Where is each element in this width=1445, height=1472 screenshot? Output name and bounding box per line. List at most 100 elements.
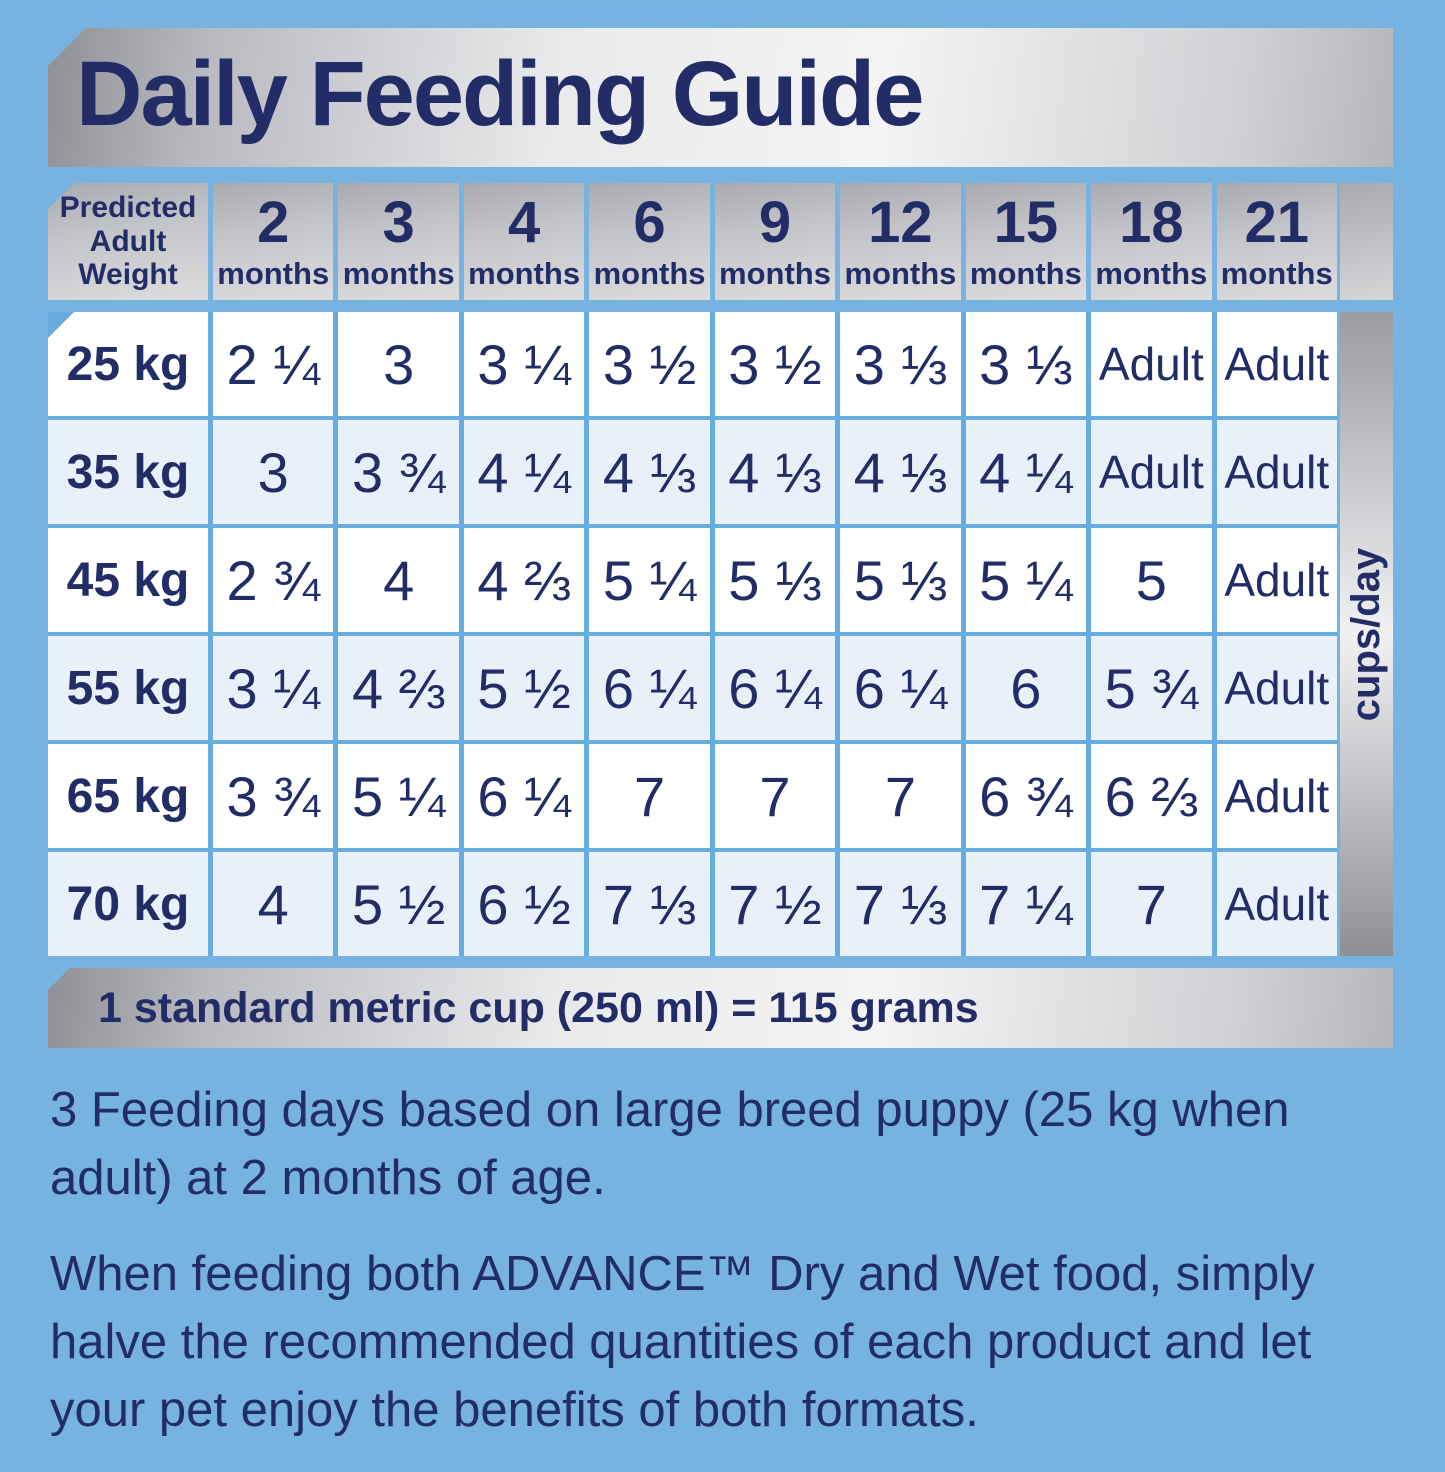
month-unit: months: [719, 256, 831, 291]
value-cell: 6 ¼: [589, 636, 710, 740]
footnote-mixed-feeding: When feeding both ADVANCE™ Dry and Wet f…: [50, 1247, 1315, 1437]
weight-cell: 45 kg: [48, 528, 208, 632]
month-unit: months: [844, 256, 957, 291]
value-cell: 3 ¾: [213, 744, 334, 848]
weight-cell: 35 kg: [48, 420, 208, 524]
month-number: 2: [257, 190, 290, 255]
value-cell: 5 ¼: [589, 528, 710, 632]
value-cell: 6 ⅔: [1091, 744, 1212, 848]
month-unit: months: [217, 256, 330, 291]
value-cell: 3 ¼: [213, 636, 334, 740]
value-cell: 4 ¼: [463, 420, 585, 524]
value-cell: 3: [338, 312, 459, 416]
value-cell: 6 ¾: [965, 744, 1087, 848]
month-unit: months: [342, 256, 455, 291]
weight-cell: 55 kg: [48, 636, 208, 740]
cups-per-day-strip: cups/day: [1340, 312, 1393, 956]
value-cell: 7 ¼: [965, 852, 1087, 956]
value-cell: 2 ¼: [213, 312, 334, 416]
value-cell: 6: [965, 636, 1087, 740]
value-cell: 3 ⅓: [840, 312, 961, 416]
value-cell: 5 ⅓: [714, 528, 836, 632]
value-cell: 5: [1091, 528, 1212, 632]
value-cell: 5 ½: [338, 852, 459, 956]
value-cell: 4 ⅓: [714, 420, 836, 524]
feeding-table-header: Predicted Adult Weight 2 months 3 months 4 mo…: [48, 183, 1337, 300]
value-cell: Adult: [1091, 312, 1212, 416]
value-cell: 3 ¾: [338, 420, 459, 524]
weight-cell: 25 kg: [48, 312, 208, 416]
value-cell: 5 ½: [463, 636, 585, 740]
month-number: 4: [507, 190, 541, 255]
month-unit: months: [1220, 256, 1333, 291]
month-unit: months: [593, 256, 706, 291]
page-title: Daily Feeding Guide: [76, 42, 924, 145]
month-unit: months: [1095, 256, 1208, 291]
month-header-cell: 12 months: [840, 183, 961, 300]
footnotes: 3 Feeding days based on large breed pupp…: [50, 1076, 1394, 1472]
value-cell: 5 ⅓: [840, 528, 961, 632]
month-header-cell: 2 months: [213, 183, 334, 300]
month-number: 12: [868, 190, 933, 255]
value-cell: 5 ¼: [338, 744, 459, 848]
value-cell: 7: [589, 744, 710, 848]
month-unit: months: [468, 256, 581, 291]
value-cell: Adult: [1216, 528, 1337, 632]
month-header-cell: 21 months: [1216, 183, 1337, 300]
value-cell: 4: [213, 852, 334, 956]
value-cell: Adult: [1216, 420, 1337, 524]
value-cell: 4 ⅔: [463, 528, 585, 632]
month-number: 9: [758, 190, 792, 255]
cup-note-text: 1 standard metric cup (250 ml) = 115 gra…: [98, 983, 979, 1032]
value-cell: 7 ⅓: [589, 852, 710, 956]
value-cell: Adult: [1216, 744, 1337, 848]
value-cell: 6 ½: [463, 852, 585, 956]
value-cell: 7: [714, 744, 836, 848]
month-number: 21: [1244, 190, 1310, 255]
month-number: 3: [382, 190, 415, 255]
cup-note-bar: 1 standard metric cup (250 ml) = 115 gra…: [48, 968, 1393, 1048]
value-cell: 4 ⅔: [338, 636, 459, 740]
value-cell: 4 ⅓: [589, 420, 710, 524]
value-cell: 7: [840, 744, 961, 848]
month-number: 15: [993, 190, 1059, 255]
header-corner-filler: [1340, 183, 1393, 300]
corner-header-cell: Predicted Adult Weight: [48, 183, 208, 300]
month-header-cell: 3 months: [338, 183, 459, 300]
value-cell: 5 ¼: [965, 528, 1087, 632]
value-cell: 3 ½: [589, 312, 710, 416]
value-cell: Adult: [1216, 312, 1337, 416]
weight-cell: 65 kg: [48, 744, 208, 848]
weight-cell: 70 kg: [48, 852, 208, 956]
month-header-cell: 6 months: [589, 183, 710, 300]
value-cell: 3 ½: [714, 312, 836, 416]
month-header-cell: 9 months: [714, 183, 836, 300]
value-cell: 6 ¼: [714, 636, 836, 740]
value-cell: Adult: [1216, 636, 1337, 740]
month-number: 6: [633, 190, 666, 255]
value-cell: 3 ¼: [463, 312, 585, 416]
value-cell: 3: [213, 420, 334, 524]
value-cell: 2 ¾: [213, 528, 334, 632]
value-cell: 7 ⅓: [840, 852, 961, 956]
month-header-cell: 18 months: [1091, 183, 1212, 300]
value-cell: 5 ¾: [1091, 636, 1212, 740]
value-cell: 7: [1091, 852, 1212, 956]
month-header-cell: 15 months: [965, 183, 1087, 300]
value-cell: 3 ⅓: [965, 312, 1087, 416]
month-number: 18: [1119, 190, 1184, 255]
value-cell: 4 ⅓: [840, 420, 961, 524]
value-cell: Adult: [1216, 852, 1337, 956]
value-cell: 7 ½: [714, 852, 836, 956]
value-cell: Adult: [1091, 420, 1212, 524]
value-cell: 6 ¼: [463, 744, 585, 848]
value-cell: 6 ¼: [840, 636, 961, 740]
title-banner: Daily Feeding Guide: [48, 28, 1393, 167]
month-header-cell: 4 months: [463, 183, 585, 300]
value-cell: 4: [338, 528, 459, 632]
cups-per-day-label: cups/day: [1344, 547, 1388, 721]
footnote-feeding-days: 3 Feeding days based on large breed pupp…: [50, 1083, 1290, 1205]
value-cell: 4 ¼: [965, 420, 1087, 524]
